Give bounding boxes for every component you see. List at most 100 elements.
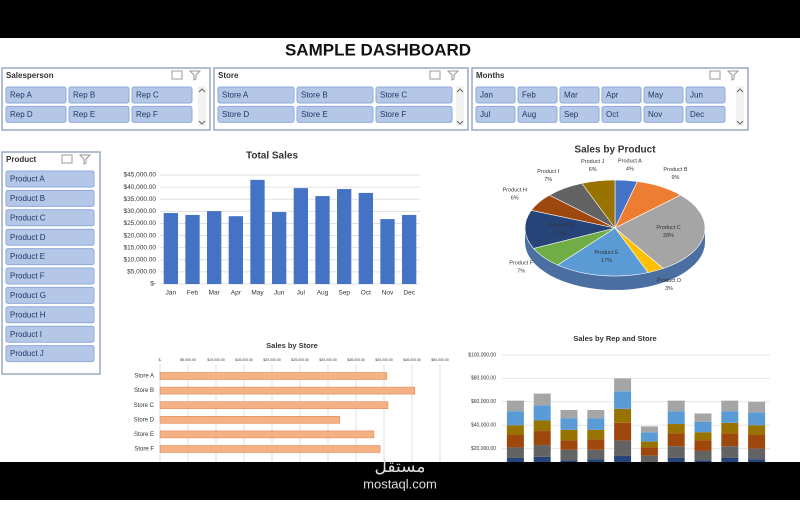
- slicer-item: Apr: [606, 91, 619, 100]
- x-tick-label: Nov: [382, 290, 394, 297]
- bar-segment: [533, 405, 551, 421]
- slicer-button[interactable]: [517, 105, 558, 123]
- y-tick-label: $60,000.00: [471, 399, 496, 405]
- y-tick-label: Store D: [134, 417, 155, 423]
- slicer-button[interactable]: [5, 170, 95, 188]
- slicer-item: Rep B: [73, 91, 95, 100]
- slicer-item: Oct: [606, 110, 619, 119]
- multi-select-icon[interactable]: [61, 154, 73, 164]
- bar-segment: [694, 450, 712, 461]
- slicer-item: Product B: [10, 194, 45, 203]
- bar-segment: [560, 429, 578, 441]
- scrollbar[interactable]: [456, 86, 464, 126]
- slicer-title: Product: [6, 155, 37, 164]
- x-tick-label: $40,000.00: [375, 358, 393, 362]
- y-tick-label: $20,000.00: [471, 446, 496, 452]
- bar-segment: [640, 455, 658, 463]
- slicer-button[interactable]: [5, 306, 95, 324]
- multi-select-icon[interactable]: [709, 70, 721, 80]
- y-tick-label: Store F: [134, 447, 154, 453]
- x-tick-label: $45,000.00: [403, 358, 421, 362]
- x-tick-label: $-: [158, 358, 162, 362]
- clear-filter-icon[interactable]: [78, 154, 92, 165]
- slicer-button[interactable]: [5, 325, 95, 343]
- slicer-button[interactable]: [296, 105, 374, 123]
- bar-segment: [587, 449, 605, 460]
- bar-segment: [721, 400, 739, 412]
- slicer-button[interactable]: [5, 105, 67, 123]
- bar-segment: [614, 391, 632, 409]
- bar-segment: [614, 408, 632, 423]
- slicer-button[interactable]: [217, 105, 295, 123]
- slicer-button[interactable]: [5, 267, 95, 285]
- bar-segment: [587, 429, 605, 440]
- y-tick-label: $80,000.00: [471, 376, 496, 382]
- slicer-button[interactable]: [131, 86, 193, 104]
- bar-segment: [694, 440, 712, 451]
- x-tick-label: Aug: [317, 290, 329, 297]
- slicer-button[interactable]: [5, 286, 95, 304]
- slicer-button[interactable]: [559, 105, 600, 123]
- slicer-button[interactable]: [475, 105, 516, 123]
- bar-segment: [506, 425, 524, 435]
- bar-segment: [667, 446, 685, 458]
- slicer-button[interactable]: [559, 86, 600, 104]
- slicer-button[interactable]: [475, 86, 516, 104]
- pie-label: Product F: [509, 260, 533, 266]
- slicer-button[interactable]: [375, 86, 453, 104]
- pie-value-label: 17%: [601, 258, 612, 264]
- scroll-arrows: [456, 88, 464, 125]
- slicer-item: Product A: [10, 175, 45, 184]
- slicer-button[interactable]: [68, 86, 130, 104]
- bar: [159, 445, 381, 453]
- bar-segment: [748, 448, 766, 460]
- pie-value-label: 7%: [544, 177, 552, 183]
- clear-filter-icon[interactable]: [188, 70, 202, 81]
- slicer-button[interactable]: [685, 105, 726, 123]
- y-tick-label: $15,000.00: [123, 244, 156, 251]
- y-tick-label: $40,000.00: [123, 184, 156, 191]
- slicer-button[interactable]: [601, 86, 642, 104]
- slicer-button[interactable]: [5, 228, 95, 246]
- multi-select-icon[interactable]: [171, 70, 183, 80]
- y-tick-label: $40,000.00: [471, 423, 496, 429]
- content: SAMPLE DASHBOARD Salesperson Rep A Rep B Re…: [1, 40, 770, 472]
- slicer-button[interactable]: [375, 105, 453, 123]
- slicer-button[interactable]: [643, 86, 684, 104]
- y-tick-label: $10,000.00: [123, 256, 156, 263]
- pie-label: Product G: [549, 222, 574, 228]
- slicer-button[interactable]: [601, 105, 642, 123]
- slicer-button[interactable]: [217, 86, 295, 104]
- slicer-button[interactable]: [5, 86, 67, 104]
- y-tick-label: $30,000.00: [123, 208, 156, 215]
- bar-segment: [614, 422, 632, 441]
- bar: [159, 372, 388, 380]
- scrollbar[interactable]: [736, 86, 744, 126]
- slicer-item: Product G: [10, 291, 46, 300]
- slicer-button[interactable]: [5, 209, 95, 227]
- clear-filter-icon[interactable]: [726, 70, 740, 81]
- slicer-button[interactable]: [5, 189, 95, 207]
- slicer-button[interactable]: [5, 248, 95, 266]
- slicer-button[interactable]: [131, 105, 193, 123]
- watermark-site: mostaql.com: [363, 476, 437, 491]
- slicer-button[interactable]: [68, 105, 130, 123]
- slicer-button[interactable]: [517, 86, 558, 104]
- scroll-arrows: [198, 88, 206, 125]
- slicer-item: Jun: [690, 91, 703, 100]
- bar-segment: [640, 426, 658, 433]
- clear-filter-icon[interactable]: [446, 70, 460, 81]
- slicer-button[interactable]: [296, 86, 374, 104]
- x-tick-label: $35,000.00: [347, 358, 365, 362]
- bar-segment: [533, 393, 551, 406]
- slicer-title: Store: [218, 71, 239, 80]
- slicer-button[interactable]: [643, 105, 684, 123]
- slicer-button[interactable]: [5, 345, 95, 363]
- y-tick-label: $-: [150, 281, 156, 288]
- multi-select-icon[interactable]: [429, 70, 441, 80]
- scrollbar[interactable]: [198, 86, 206, 126]
- slicer-button[interactable]: [685, 86, 726, 104]
- slicer-item: Mar: [564, 91, 578, 100]
- x-tick-label: $50,000.00: [431, 358, 449, 362]
